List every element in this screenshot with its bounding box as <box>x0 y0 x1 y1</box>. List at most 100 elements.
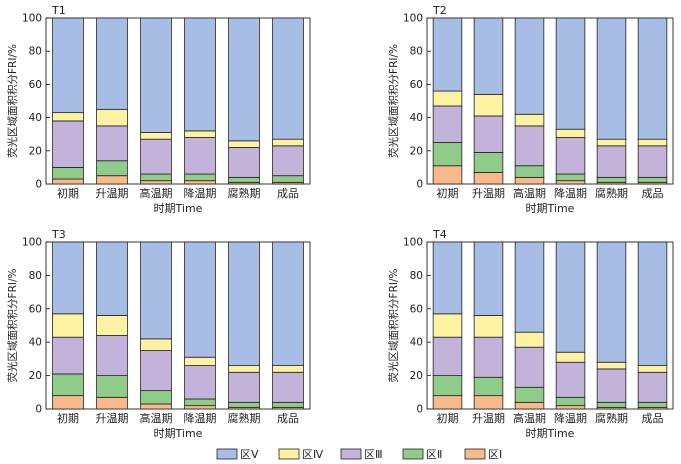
legend-item-i: 区Ⅰ <box>464 448 502 461</box>
panel-1-bar-2-seg-i <box>96 175 128 185</box>
panel-2-bar-2 <box>473 17 504 185</box>
panel-3-bar-6-seg-v <box>272 241 304 366</box>
panel-1-title: T1 <box>51 4 66 17</box>
panel-2-bar-6-seg-v <box>637 17 668 140</box>
panel-2-bar-2-seg-v <box>473 17 504 95</box>
panel-2-category-label-3: 高温期 <box>513 186 546 200</box>
panel-4-bar-4-seg-ii <box>555 396 586 407</box>
panel-4-ytick-label-0: 0 <box>416 404 423 416</box>
panel-4-bar-2-seg-iv <box>473 315 504 338</box>
panel-1-ytick-label-3: 60 <box>29 79 42 91</box>
panel-1-bar-5 <box>228 17 260 185</box>
legend-swatch-iii <box>340 448 362 460</box>
panel-3-bar-3 <box>140 241 172 410</box>
panel-1-bar-4 <box>184 17 216 185</box>
panel-3-bar-2-seg-iv <box>96 315 128 336</box>
panel-2-bar-3-seg-iii <box>514 125 545 167</box>
panel-1-bar-3-seg-ii <box>140 173 172 182</box>
panel-4-bar-3-seg-iv <box>514 331 545 348</box>
panel-3-bar-1 <box>52 241 84 410</box>
panel-4-bar-1 <box>432 241 463 410</box>
panel-4-xlabel: 时期Time <box>526 427 575 440</box>
panel-2-category-label-2: 升温期 <box>472 187 505 200</box>
panel-3-bar-2-seg-iii <box>96 335 128 376</box>
panel-2-bar-3-seg-i <box>514 176 545 185</box>
panel-4-bar-4-seg-v <box>555 241 586 353</box>
panel-2-bar-5-seg-ii <box>596 176 627 183</box>
panel-3-bar-4-seg-v <box>184 241 216 358</box>
panel-2-bar-5-seg-v <box>596 17 627 140</box>
panel-1-bar-6-seg-iii <box>272 145 304 177</box>
panel-2-bar-5 <box>596 17 627 185</box>
panel-1-xlabel: 时期Time <box>154 202 203 215</box>
panel-1-bar-4-seg-i <box>184 180 216 185</box>
panel-1-bar-3-seg-i <box>140 180 172 185</box>
panel-4-bar-6-seg-iii <box>637 371 668 403</box>
panel-3-bar-6 <box>272 241 304 410</box>
panel-4-category-label-2: 升温期 <box>472 412 505 425</box>
panel-1-bar-4-seg-iii <box>184 137 216 175</box>
panel-1-bar-1-seg-iii <box>52 120 84 168</box>
panel-2-bar-1-seg-iii <box>432 105 463 143</box>
panel-2-bar-2-seg-iii <box>473 115 504 153</box>
panel-2-bar-2-seg-ii <box>473 152 504 173</box>
panel-4-bar-1-seg-v <box>432 241 463 315</box>
panel-2: 0 20 40 60 80 100 T2 荧光区域面积积分FRI/% 时期Time 初期 升温期 高温… <box>387 4 674 215</box>
panel-4-bar-6 <box>637 241 668 410</box>
panel-1-bar-3 <box>140 17 172 185</box>
panel-1-category-label-5: 腐熟期 <box>228 186 261 200</box>
panel-3-category-label-3: 高温期 <box>140 411 173 425</box>
panel-1-bar-3-seg-v <box>140 17 172 133</box>
panel-3-xlabel: 时期Time <box>154 427 203 440</box>
panel-3-bar-5-seg-iv <box>228 365 260 373</box>
legend-item-ii: 区Ⅱ <box>402 448 442 461</box>
panel-1-bar-6 <box>272 17 304 185</box>
panel-2-category-label-6: 成品 <box>642 187 664 200</box>
panel-1-category-label-2: 升温期 <box>96 187 129 200</box>
panel-4: 0 20 40 60 80 100 T4 荧光区域面积积分FRI/% 时期Time 初期 升温期 高温… <box>387 228 674 440</box>
panel-4-ytick-label-3: 60 <box>410 303 423 315</box>
panel-3-ytick-label-0: 0 <box>35 404 42 416</box>
panel-3-bar-1-seg-iv <box>52 313 84 338</box>
panel-1-ytick-label-0: 0 <box>35 179 42 191</box>
panel-2-ytick-label-0: 0 <box>416 179 423 191</box>
panel-1-bar-1-seg-iv <box>52 112 84 122</box>
panel-4-bar-3-seg-iii <box>514 346 545 388</box>
legend-item-iv: 区Ⅳ <box>278 448 324 461</box>
legend-item-iii: 区Ⅲ <box>340 448 383 461</box>
panel-3-bar-4-seg-iii <box>184 365 216 400</box>
panel-2-bar-4 <box>555 17 586 185</box>
panel-2-bar-2-seg-iv <box>473 93 504 117</box>
panel-1-ytick-label-2: 40 <box>29 112 42 124</box>
panel-2-frame <box>426 17 674 185</box>
panel-3-category-label-5: 腐熟期 <box>228 411 261 425</box>
panel-1-bar-3-seg-iv <box>140 132 172 140</box>
panel-4-category-label-3: 高温期 <box>513 411 546 425</box>
panel-2-bar-4-seg-iv <box>555 128 586 138</box>
panel-2-bar-6-seg-ii <box>637 176 668 183</box>
panel-4-bar-2-seg-v <box>473 241 504 316</box>
panel-3-ylabel: 荧光区域面积积分FRI/% <box>6 269 19 383</box>
panel-1-bar-6-seg-iv <box>272 138 304 147</box>
panel-1-frame <box>45 17 311 185</box>
panel-4-bar-4-seg-i <box>555 405 586 410</box>
panel-3-frame <box>45 241 311 410</box>
panel-3-category-label-6: 成品 <box>277 412 299 425</box>
panel-3-ytick-label-5: 100 <box>22 237 42 249</box>
panel-2-ytick-label-2: 40 <box>410 112 423 124</box>
panel-2-bar-3-seg-iv <box>514 113 545 127</box>
panel-1-bar-5-seg-iii <box>228 147 260 178</box>
panel-1-ytick-label-5: 100 <box>22 13 42 25</box>
panel-1-category-label-6: 成品 <box>277 187 299 200</box>
panel-3-bar-3-seg-i <box>140 403 172 410</box>
panel-1-bar-5-seg-ii <box>228 176 260 183</box>
panel-4-bar-2 <box>473 241 504 410</box>
panel-3-bar-4-seg-i <box>184 405 216 410</box>
panel-4-ytick-label-4: 80 <box>410 270 423 282</box>
panel-1-bar-6-seg-ii <box>272 175 304 183</box>
panel-3-bar-2-seg-v <box>96 241 128 316</box>
panel-2-xlabel: 时期Time <box>526 202 575 215</box>
legend-item-v: 区Ⅴ <box>216 448 259 461</box>
panel-1-bar-2-seg-v <box>96 17 128 110</box>
